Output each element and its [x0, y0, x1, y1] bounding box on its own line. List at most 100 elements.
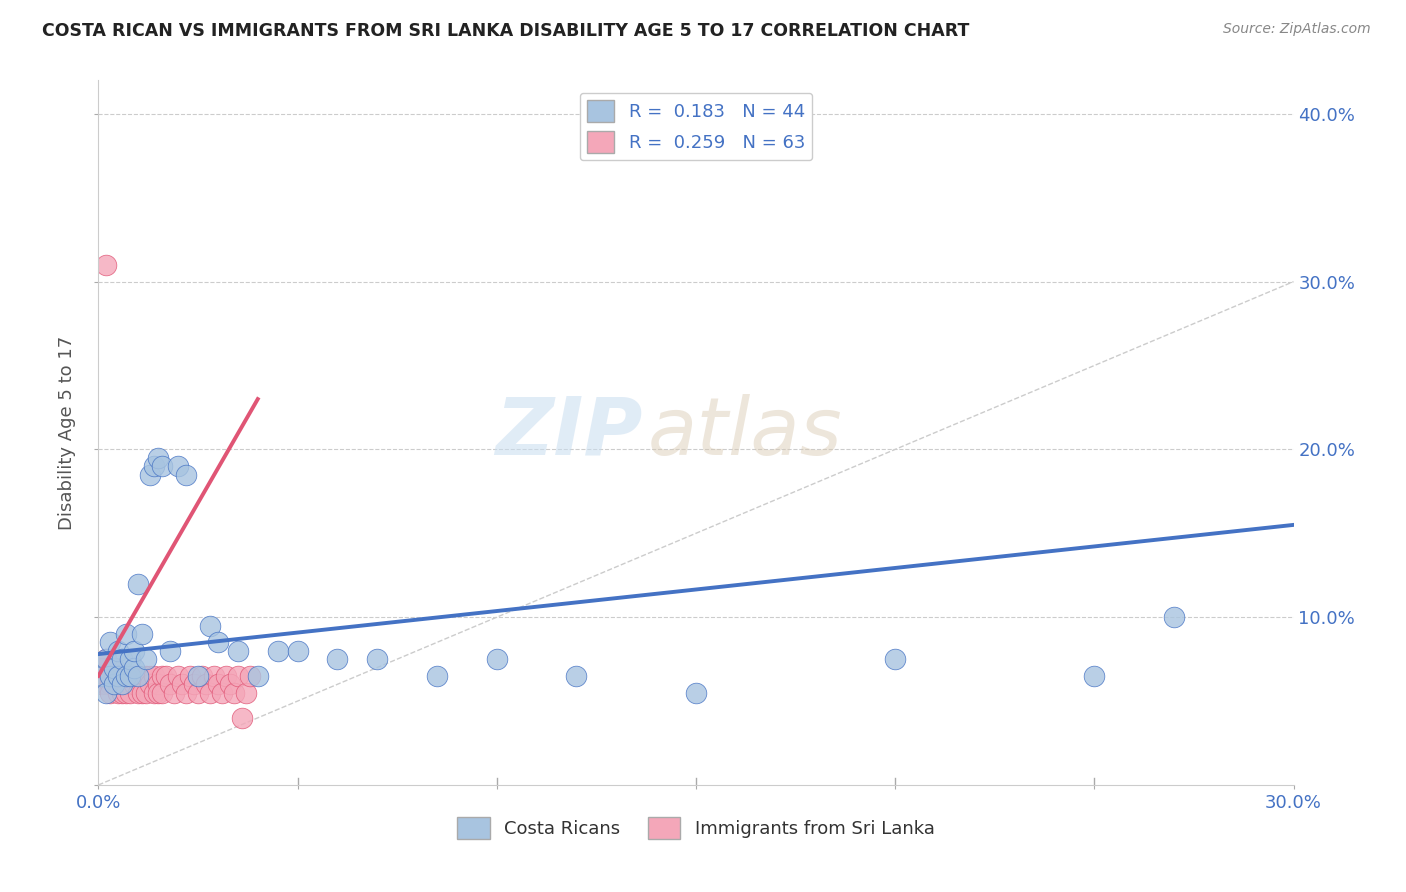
Point: [226, 669, 249, 683]
Point: [246, 669, 269, 683]
Point: [172, 677, 194, 691]
Point: [103, 669, 125, 683]
Point: [124, 677, 146, 691]
Point: [231, 711, 253, 725]
Point: [191, 669, 214, 683]
Point: [135, 686, 157, 700]
Point: [103, 660, 125, 674]
Point: [239, 669, 262, 683]
Point: [685, 686, 707, 700]
Point: [120, 677, 142, 691]
Point: [96, 686, 118, 700]
Point: [195, 677, 218, 691]
Point: [96, 258, 118, 272]
Point: [91, 660, 114, 674]
Point: [127, 686, 149, 700]
Point: [1163, 610, 1185, 624]
Point: [111, 677, 134, 691]
Point: [91, 677, 114, 691]
Point: [107, 677, 129, 691]
Point: [131, 669, 153, 683]
Point: [1083, 669, 1105, 683]
Point: [98, 677, 122, 691]
Point: [219, 677, 242, 691]
Point: [111, 669, 134, 683]
Point: [107, 669, 129, 683]
Point: [96, 652, 118, 666]
Point: [107, 669, 129, 683]
Point: [103, 677, 125, 691]
Point: [174, 686, 197, 700]
Legend: Costa Ricans, Immigrants from Sri Lanka: Costa Ricans, Immigrants from Sri Lanka: [450, 810, 942, 847]
Point: [143, 669, 166, 683]
Point: [202, 669, 225, 683]
Point: [120, 686, 142, 700]
Text: COSTA RICAN VS IMMIGRANTS FROM SRI LANKA DISABILITY AGE 5 TO 17 CORRELATION CHAR: COSTA RICAN VS IMMIGRANTS FROM SRI LANKA…: [42, 22, 970, 40]
Point: [150, 669, 173, 683]
Point: [96, 677, 118, 691]
Point: [235, 686, 257, 700]
Point: [115, 677, 138, 691]
Point: [565, 669, 588, 683]
Point: [148, 686, 170, 700]
Point: [103, 660, 125, 674]
Point: [884, 652, 907, 666]
Point: [98, 635, 122, 649]
Point: [98, 669, 122, 683]
Point: [120, 669, 142, 683]
Point: [96, 652, 118, 666]
Point: [207, 677, 229, 691]
Point: [115, 669, 138, 683]
Point: [179, 669, 201, 683]
Point: [124, 669, 146, 683]
Point: [150, 459, 173, 474]
Point: [187, 686, 209, 700]
Point: [111, 677, 134, 691]
Point: [91, 669, 114, 683]
Point: [124, 644, 146, 658]
Point: [139, 669, 162, 683]
Text: Source: ZipAtlas.com: Source: ZipAtlas.com: [1223, 22, 1371, 37]
Point: [198, 686, 221, 700]
Point: [267, 644, 290, 658]
Point: [124, 660, 146, 674]
Point: [148, 450, 170, 465]
Point: [127, 576, 149, 591]
Point: [167, 669, 190, 683]
Point: [139, 677, 162, 691]
Point: [135, 669, 157, 683]
Point: [211, 686, 233, 700]
Point: [107, 686, 129, 700]
Point: [96, 669, 118, 683]
Point: [127, 669, 149, 683]
Point: [115, 686, 138, 700]
Point: [103, 677, 125, 691]
Text: ZIP: ZIP: [495, 393, 643, 472]
Point: [131, 627, 153, 641]
Point: [159, 677, 181, 691]
Point: [215, 669, 238, 683]
Point: [326, 652, 349, 666]
Text: atlas: atlas: [648, 393, 844, 472]
Point: [174, 467, 197, 482]
Point: [187, 669, 209, 683]
Point: [163, 686, 186, 700]
Point: [226, 644, 249, 658]
Point: [148, 677, 170, 691]
Point: [139, 467, 162, 482]
Point: [167, 459, 190, 474]
Point: [143, 459, 166, 474]
Point: [115, 669, 138, 683]
Point: [98, 669, 122, 683]
Point: [111, 652, 134, 666]
Point: [120, 669, 142, 683]
Point: [150, 686, 173, 700]
Point: [120, 652, 142, 666]
Y-axis label: Disability Age 5 to 17: Disability Age 5 to 17: [58, 335, 76, 530]
Point: [115, 627, 138, 641]
Point: [91, 669, 114, 683]
Point: [131, 686, 153, 700]
Point: [107, 644, 129, 658]
Point: [198, 618, 221, 632]
Point: [98, 686, 122, 700]
